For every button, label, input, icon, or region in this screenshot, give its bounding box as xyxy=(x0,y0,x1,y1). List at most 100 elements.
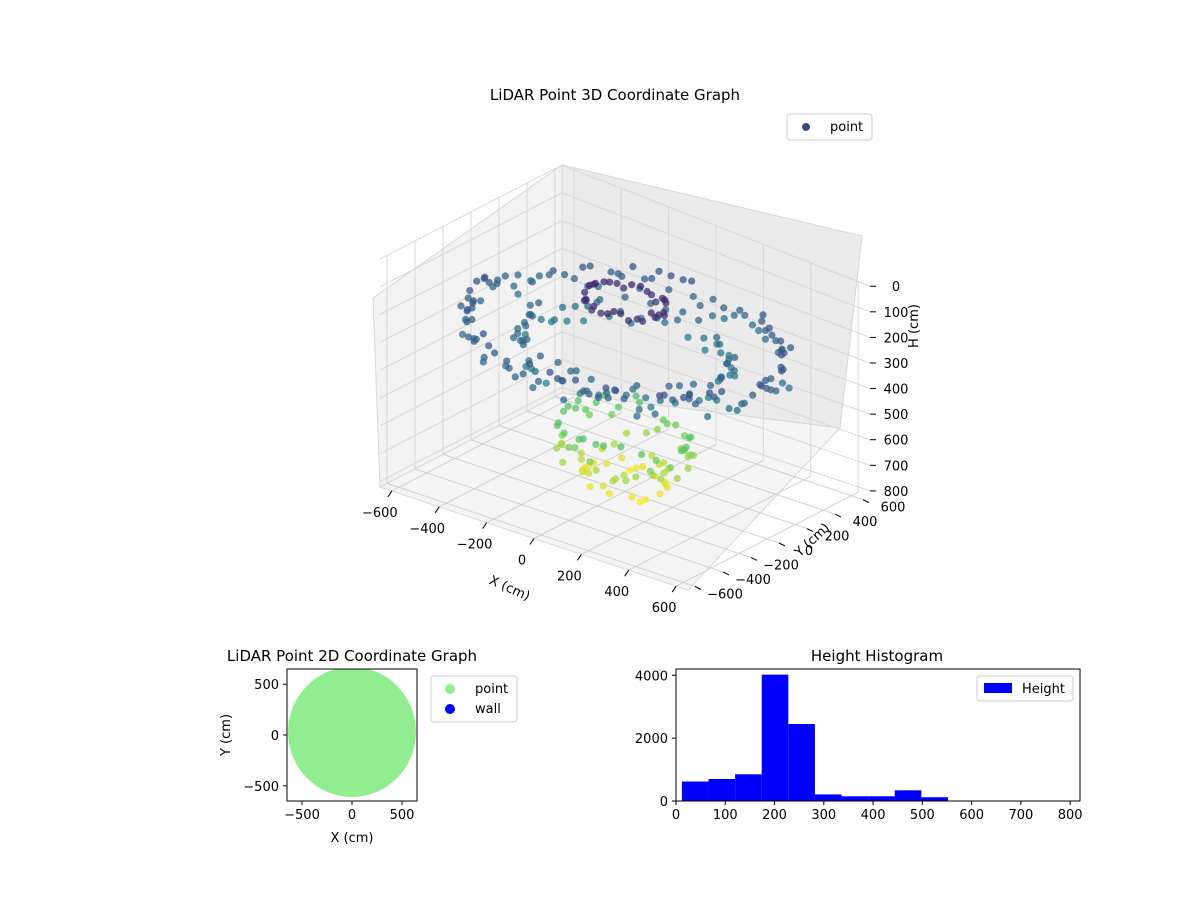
x-axis-label-3d: X (cm) xyxy=(487,573,532,604)
point-3d xyxy=(577,449,585,457)
point-3d xyxy=(624,317,633,325)
point-3d xyxy=(526,301,534,309)
point-3d xyxy=(657,475,665,483)
y-tick-3d: −600 xyxy=(707,587,743,602)
point-3d xyxy=(574,397,582,405)
point-3d xyxy=(679,308,687,316)
point-3d xyxy=(672,421,680,429)
point-3d xyxy=(709,295,717,303)
point-3d xyxy=(607,268,615,276)
point-3d xyxy=(603,459,611,468)
point-3d xyxy=(586,262,594,270)
point-3d xyxy=(738,400,746,408)
x-tick-3d: 200 xyxy=(557,569,582,584)
point-3d xyxy=(466,287,474,295)
point-3d xyxy=(493,280,501,288)
histogram-bar xyxy=(921,797,948,801)
point-area-2d xyxy=(288,669,416,797)
x-tick-histogram: 800 xyxy=(1058,808,1083,823)
point-3d xyxy=(632,473,640,481)
point-3d xyxy=(653,425,661,433)
histogram-title: Height Histogram xyxy=(811,647,943,665)
point-3d xyxy=(600,278,608,286)
point-3d xyxy=(707,381,715,390)
legend-2d-wall-label: wall xyxy=(475,702,501,717)
point-3d xyxy=(628,281,636,289)
point-3d xyxy=(585,469,593,477)
point-3d xyxy=(686,451,694,459)
point-3d xyxy=(463,318,471,326)
point-3d xyxy=(599,482,607,490)
z-tick-3d: 200 xyxy=(884,331,909,346)
point-3d xyxy=(787,344,795,352)
point-3d xyxy=(772,387,780,395)
point-3d xyxy=(485,342,493,350)
point-3d xyxy=(620,395,628,403)
point-3d xyxy=(563,317,571,325)
histogram-bars xyxy=(681,674,1055,801)
x-tick-3d: 600 xyxy=(652,601,677,616)
point-3d xyxy=(632,392,640,400)
point-3d xyxy=(617,310,625,318)
point-3d xyxy=(716,340,724,348)
point-3d xyxy=(485,278,493,286)
point-3d xyxy=(717,349,725,357)
point-3d xyxy=(586,458,594,466)
point-3d xyxy=(535,272,544,280)
point-3d xyxy=(689,380,698,388)
point-3d xyxy=(505,364,513,372)
point-3d xyxy=(730,367,738,375)
point-cloud-3d xyxy=(457,262,795,506)
point-3d xyxy=(741,311,749,319)
point-3d xyxy=(501,272,509,280)
legend-3d-label: point xyxy=(830,120,863,135)
y-tick-3d: 0 xyxy=(805,544,813,559)
point-3d xyxy=(547,318,556,326)
point-3d xyxy=(618,454,626,462)
point-3d xyxy=(660,312,669,320)
point-3d xyxy=(718,388,726,396)
point-3d xyxy=(660,459,668,467)
point-3d xyxy=(622,477,630,485)
point-3d xyxy=(635,405,643,413)
y-tick-histogram: 0 xyxy=(660,795,668,810)
histogram-bar xyxy=(761,674,789,801)
point-3d xyxy=(679,276,687,284)
point-3d xyxy=(553,421,561,429)
point-3d xyxy=(665,382,673,390)
point-3d xyxy=(554,358,562,366)
point-3d xyxy=(571,302,579,310)
histogram-bar xyxy=(735,774,762,801)
point-3d xyxy=(689,292,697,301)
legend-2d: point wall xyxy=(430,675,518,723)
x-tick-3d: −400 xyxy=(409,522,445,537)
x-tick-histogram: 0 xyxy=(672,808,680,823)
point-3d xyxy=(577,455,585,463)
point-3d xyxy=(641,275,649,283)
point-3d xyxy=(717,375,725,383)
legend-3d-marker xyxy=(802,123,810,131)
point-3d xyxy=(761,335,770,343)
point-3d xyxy=(579,263,587,271)
point-3d xyxy=(691,400,700,408)
point-3d xyxy=(597,309,605,317)
y-tick-3d: 600 xyxy=(881,501,906,516)
point-3d xyxy=(514,271,522,279)
point-3d xyxy=(480,353,488,361)
point-3d xyxy=(705,389,714,397)
point-3d xyxy=(610,440,618,448)
point-3d xyxy=(652,456,660,464)
point-3d xyxy=(636,498,644,506)
point-3d xyxy=(758,382,766,390)
point-3d xyxy=(537,315,545,324)
point-3d xyxy=(473,277,481,285)
point-3d xyxy=(726,371,734,379)
point-3d xyxy=(713,333,721,341)
point-3d xyxy=(587,375,595,383)
point-3d xyxy=(463,306,471,314)
point-3d xyxy=(700,334,708,342)
point-3d xyxy=(514,290,522,298)
plot-3d-title: LiDAR Point 3D Coordinate Graph xyxy=(490,86,740,104)
point-3d xyxy=(731,353,739,361)
point-3d xyxy=(617,443,625,451)
